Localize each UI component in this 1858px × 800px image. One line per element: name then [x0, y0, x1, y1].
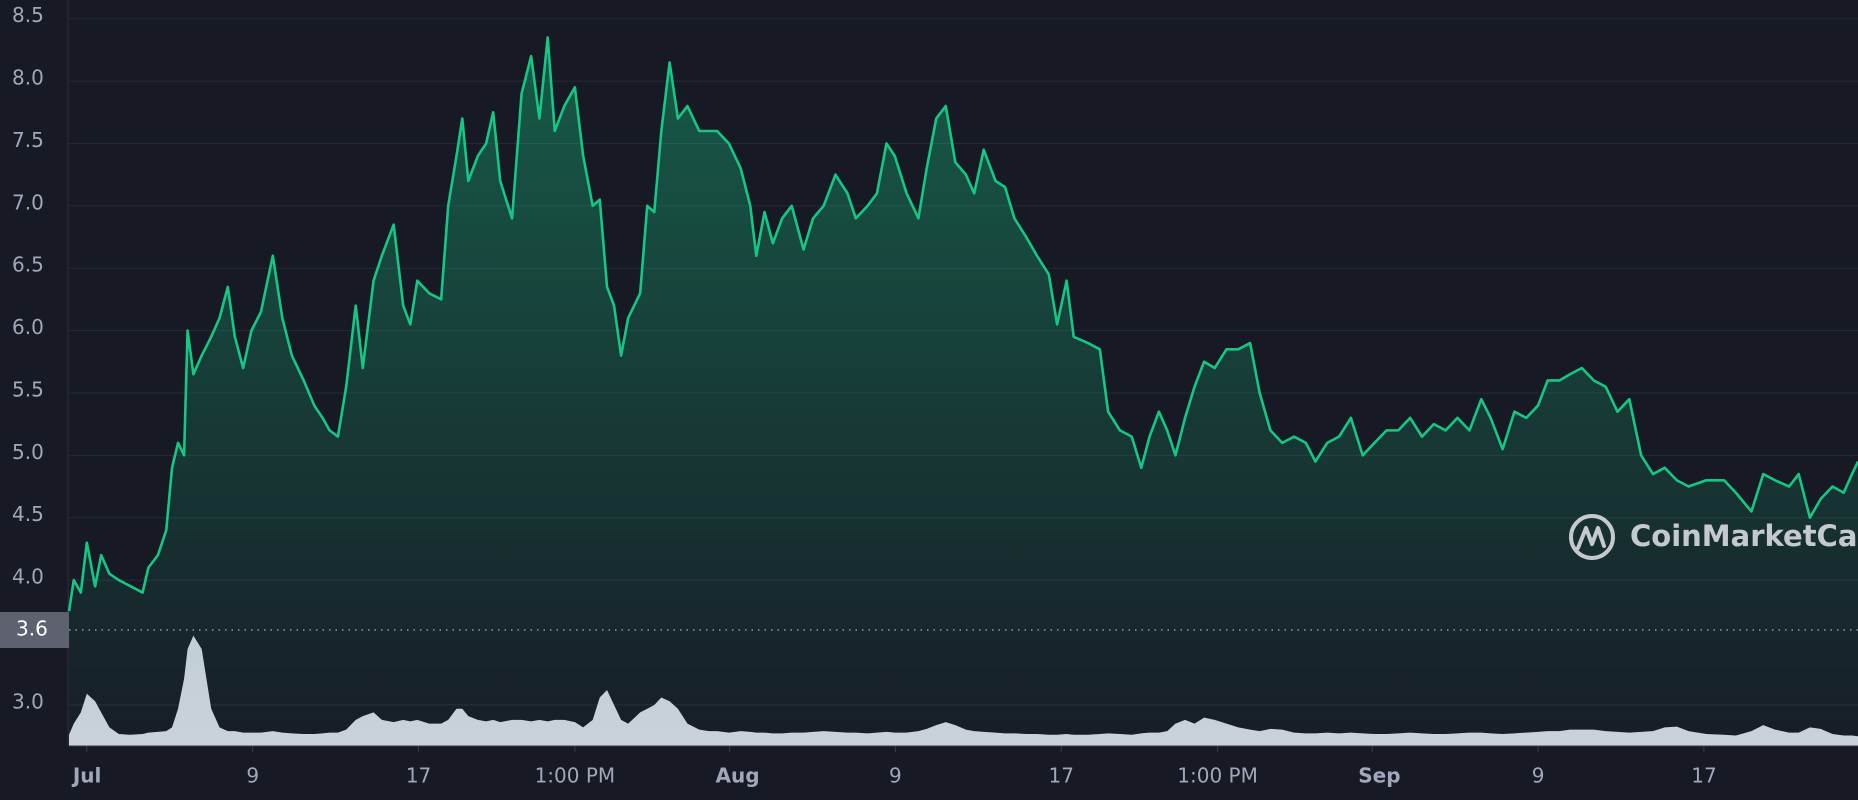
- x-tick-label: 9: [889, 764, 902, 788]
- x-tick-label: 1:00 PM: [1177, 764, 1258, 788]
- watermark-text: CoinMarketCap: [1630, 519, 1858, 553]
- y-tick-label: 7.0: [12, 190, 44, 214]
- y-tick-label: 3.0: [12, 689, 44, 713]
- x-tick-label: 17: [406, 764, 431, 788]
- x-tick-label: Aug: [716, 764, 760, 788]
- x-tick-label: 17: [1691, 764, 1716, 788]
- watermark-logo-wave: [1576, 526, 1606, 550]
- y-tick-label: 7.5: [12, 128, 44, 152]
- reference-label: 3.6: [16, 616, 48, 640]
- reference-box: [0, 611, 69, 648]
- x-tick-label: Jul: [71, 764, 102, 788]
- y-tick-label: 6.0: [12, 315, 44, 339]
- y-tick-label: 8.5: [12, 3, 44, 27]
- x-tick-label: 9: [246, 764, 259, 788]
- y-tick-label: 4.0: [12, 565, 44, 589]
- watermark-logo: [1569, 514, 1615, 560]
- x-tick-label: Sep: [1358, 764, 1400, 788]
- x-tick-label: 1:00 PM: [535, 764, 616, 788]
- y-tick-label: 6.5: [12, 253, 44, 277]
- y-tick-label: 5.5: [12, 377, 44, 401]
- y-tick-label: 4.5: [12, 502, 44, 526]
- watermark: CoinMarketCap: [1569, 514, 1858, 560]
- y-tick-label: 8.0: [12, 66, 44, 90]
- price-area: [69, 37, 1858, 747]
- x-tick-label: 17: [1049, 764, 1074, 788]
- x-tick-label: 9: [1532, 764, 1545, 788]
- price-line: [67, 36, 1858, 612]
- y-tick-label: 5.0: [12, 440, 44, 464]
